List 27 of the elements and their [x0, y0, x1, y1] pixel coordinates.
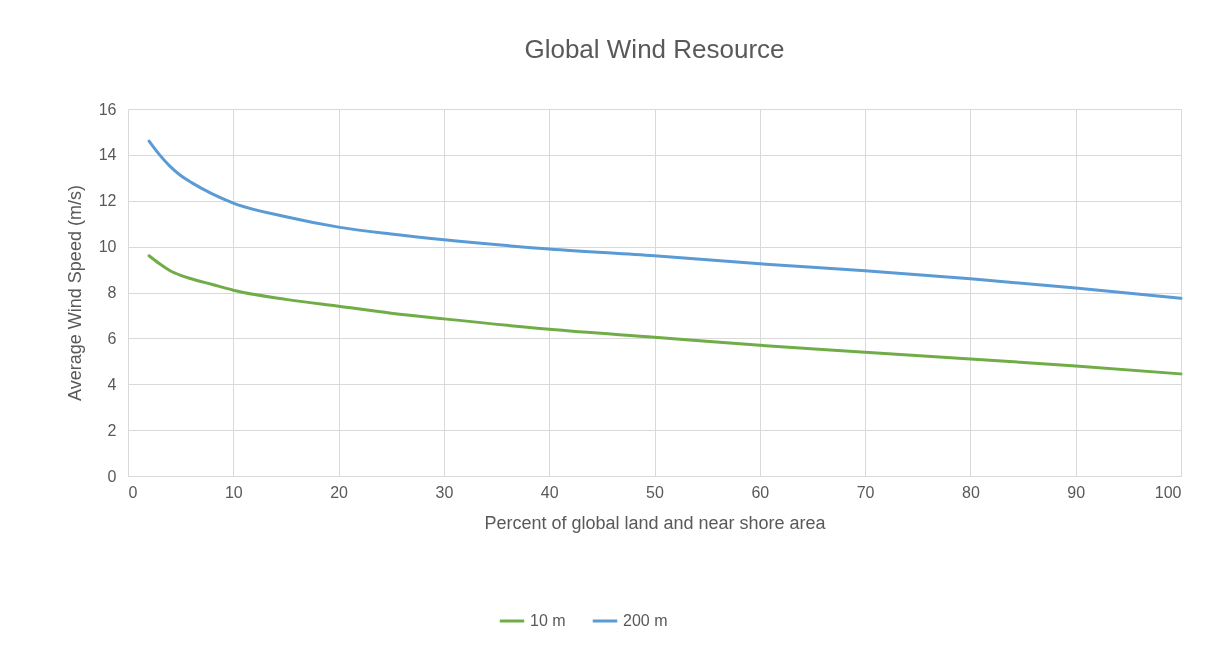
- x-tick-label: 20: [330, 483, 349, 501]
- x-axis-title: Percent of global land and near shore area: [484, 512, 827, 533]
- y-tick-label: 2: [107, 421, 117, 439]
- chart-title: Global Wind Resource: [524, 34, 785, 64]
- y-tick-label: 8: [107, 284, 117, 301]
- x-tick-label: 100: [1154, 483, 1182, 501]
- y-tick-label: 10: [98, 238, 117, 256]
- y-tick-label: 12: [98, 192, 117, 210]
- legend-label: 10 m: [530, 612, 566, 629]
- x-tick-label: 0: [128, 483, 138, 501]
- y-tick-label: 4: [107, 375, 117, 393]
- x-tick-label: 80: [962, 483, 980, 501]
- legend-label: 200 m: [623, 612, 668, 629]
- y-axis-title: Average Wind Speed (m/s): [64, 185, 85, 401]
- x-tick-label: 90: [1067, 483, 1086, 501]
- y-tick-label: 14: [98, 146, 117, 164]
- y-tick-label: 16: [98, 100, 117, 118]
- x-tick-label: 50: [646, 483, 664, 501]
- line-series: [147, 254, 1183, 376]
- y-tick-label: 0: [107, 467, 117, 485]
- x-tick-label: 40: [540, 483, 559, 501]
- x-tick-label: 10: [224, 483, 243, 501]
- x-tick-label: 70: [856, 483, 875, 501]
- line-series: [147, 139, 1183, 300]
- x-tick-label: 60: [751, 483, 770, 501]
- x-tick-label: 30: [435, 483, 454, 501]
- y-tick-label: 6: [107, 329, 117, 347]
